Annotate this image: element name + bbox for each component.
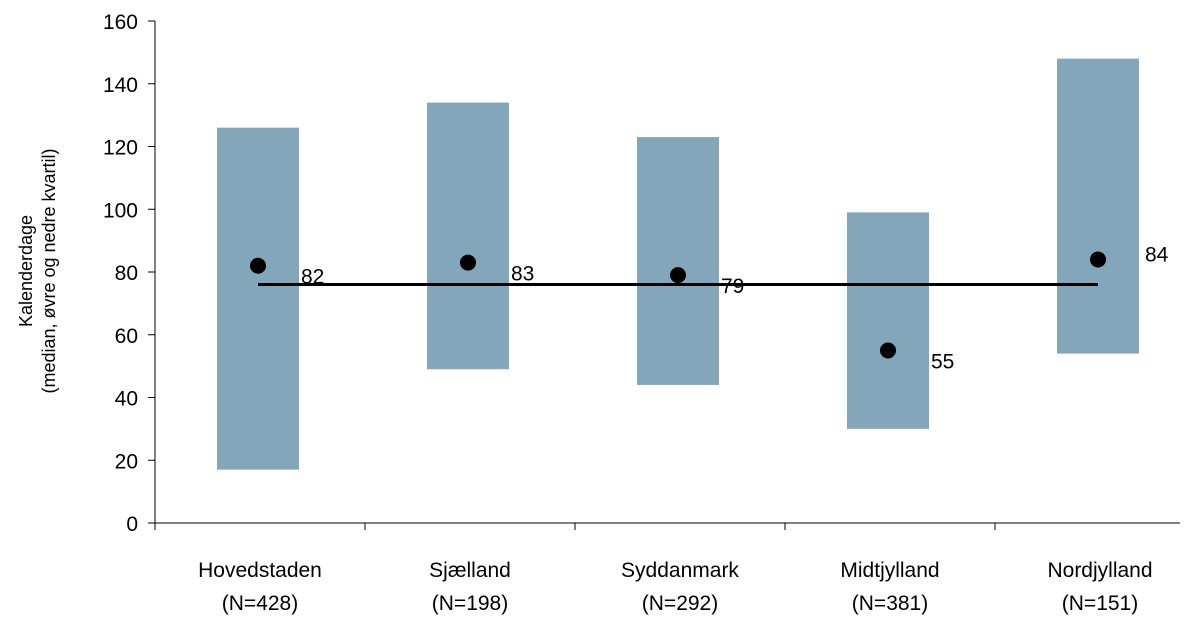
- y-tick-label: 160: [103, 11, 138, 34]
- axes: [148, 20, 1180, 530]
- x-category-label: Hovedstaden: [198, 559, 322, 582]
- data-label: 83: [511, 263, 534, 286]
- median-marker: [670, 267, 686, 284]
- quartile-box: [1057, 58, 1139, 354]
- y-tick-label: 0: [126, 513, 138, 536]
- x-category-labels: Hovedstaden (N=428) Sjælland (N=198) Syddanm…: [198, 559, 1152, 615]
- quartile-box: [847, 212, 929, 429]
- data-label: 79: [721, 275, 744, 298]
- quartile-boxes: [217, 58, 1139, 470]
- median-marker: [880, 342, 896, 359]
- x-category-count: (N=428): [222, 592, 298, 615]
- y-tick-label: 20: [115, 450, 138, 473]
- y-tick-label: 100: [103, 199, 138, 222]
- y-tick-label: 40: [115, 388, 138, 411]
- data-label: 55: [931, 350, 954, 373]
- median-marker: [460, 254, 476, 271]
- x-category-label: Midtjylland: [840, 559, 939, 582]
- x-category-count: (N=381): [852, 592, 928, 615]
- x-category-label: Nordjylland: [1047, 559, 1152, 582]
- median-markers: [250, 251, 1106, 359]
- y-axis-sublabel: (median, øvre og nedre kvartil): [39, 148, 59, 393]
- quartile-box: [427, 102, 509, 370]
- y-tick-labels: 0 20 40 60 80 100 120 140 160: [103, 11, 138, 536]
- median-marker: [250, 257, 266, 274]
- data-label: 82: [301, 266, 324, 289]
- x-category-count: (N=198): [432, 592, 508, 615]
- x-category-count: (N=292): [642, 592, 718, 615]
- median-marker: [1090, 251, 1106, 268]
- y-tick-label: 120: [103, 137, 138, 160]
- y-tick-label: 80: [115, 262, 138, 285]
- y-tick-label: 140: [103, 74, 138, 97]
- x-category-label: Sjælland: [429, 559, 511, 582]
- x-category-label: Syddanmark: [621, 559, 739, 582]
- quartile-box: [637, 137, 719, 385]
- y-tick-label: 60: [115, 325, 138, 348]
- data-label: 84: [1145, 243, 1169, 266]
- x-category-count: (N=151): [1062, 592, 1138, 615]
- data-labels: 82 83 79 55 84: [301, 243, 1169, 373]
- quartile-box: [217, 127, 299, 470]
- y-axis-label: Kalenderdage: [16, 215, 36, 327]
